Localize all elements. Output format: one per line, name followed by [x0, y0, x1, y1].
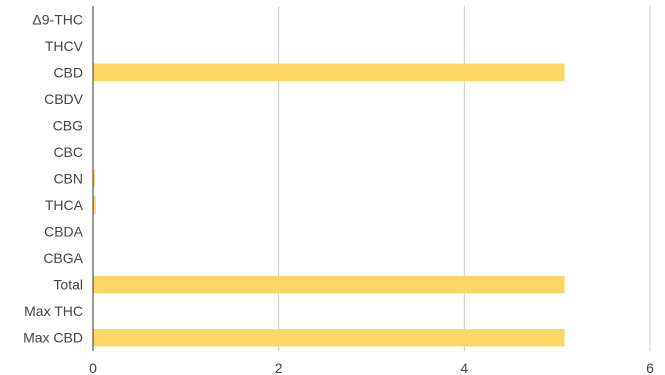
bar-THCA: [93, 196, 96, 214]
category-label: Max THC: [24, 303, 83, 319]
category-label: Total: [53, 277, 83, 293]
category-label: Max CBD: [23, 330, 83, 346]
category-label: THCV: [45, 38, 84, 54]
bar-Max CBD: [93, 328, 565, 347]
category-label: CBG: [53, 117, 83, 133]
category-label: CBDV: [44, 91, 84, 107]
category-label: THCA: [45, 197, 84, 213]
category-label: CBN: [53, 171, 83, 187]
category-label: CBGA: [43, 250, 83, 266]
category-label: CBDA: [44, 224, 84, 240]
category-label: CBD: [53, 64, 83, 80]
category-label: CBC: [53, 144, 83, 160]
bar-layer: [93, 63, 565, 347]
bar-Total: [93, 275, 565, 294]
x-tick-label: 0: [89, 360, 97, 375]
bar-CBD: [93, 63, 565, 82]
category-label: Δ9-THC: [32, 11, 83, 27]
bar-CBN: [93, 169, 95, 188]
label-layer: 0 2 4 6 Δ9-THC THCV CBD CBDV CBG CBC CBN THCA CBDA CB…: [23, 11, 654, 375]
grid-layer: [278, 6, 651, 351]
x-tick-label: 6: [646, 360, 654, 375]
x-tick-label: 4: [460, 360, 468, 375]
x-tick-label: 2: [275, 360, 283, 375]
